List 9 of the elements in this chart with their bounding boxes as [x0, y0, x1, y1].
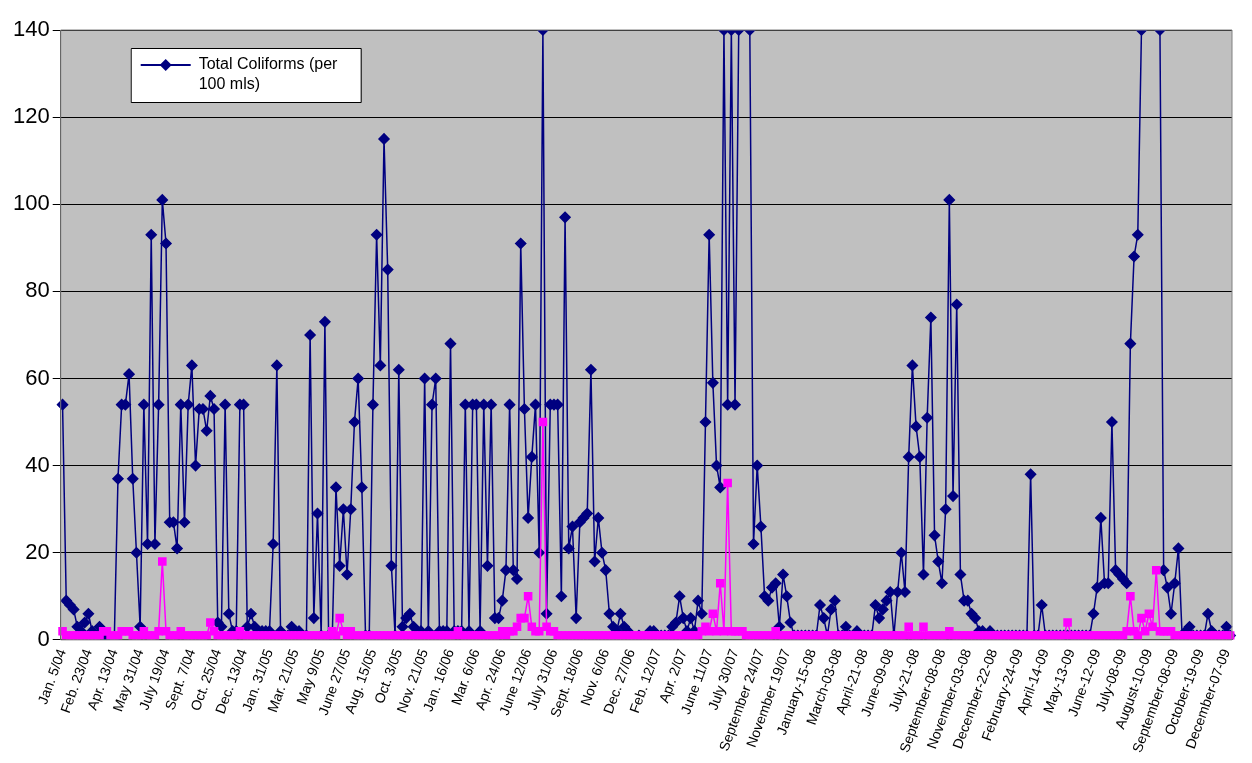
y-tick-label: 20 — [25, 538, 50, 564]
y-tick-label: 120 — [12, 103, 50, 129]
y-tick-label: 100 — [12, 190, 50, 216]
y-tick-label: 60 — [25, 364, 50, 390]
y-tick-label: 80 — [25, 277, 50, 303]
y-tick-label: 140 — [12, 16, 50, 42]
y-tick-label: 40 — [25, 451, 50, 477]
legend-label: Total Coliforms (per 100 mls) — [198, 55, 339, 93]
y-tick-label: 0 — [37, 625, 50, 651]
